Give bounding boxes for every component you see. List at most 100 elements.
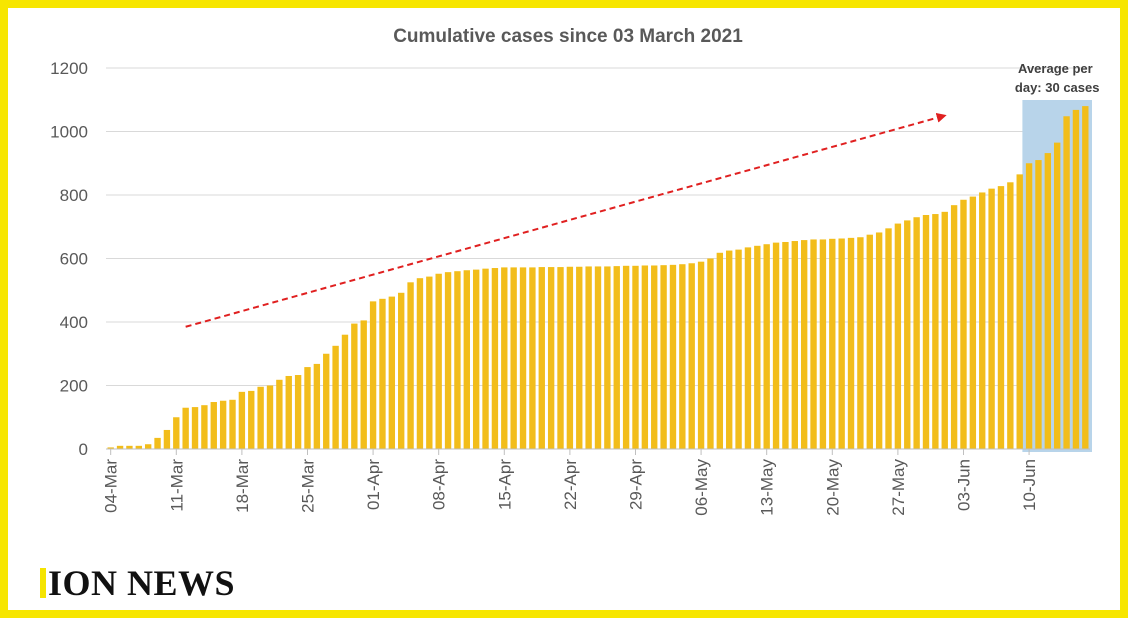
brand-name: ION NEWS — [48, 563, 236, 603]
brand-logo: ION NEWS — [40, 562, 235, 604]
bar-20-Mar — [257, 386, 264, 449]
bar-08-Mar — [144, 444, 152, 449]
bar-04-May — [679, 264, 686, 449]
bar-30-May — [922, 215, 930, 449]
x-tick-label: 20-May — [823, 459, 842, 516]
bar-09-May — [726, 250, 733, 449]
bar-16-Apr — [510, 267, 517, 449]
bar-13-Apr — [482, 268, 489, 449]
bar-18-Mar — [238, 391, 246, 449]
bar-07-Mar — [135, 445, 142, 449]
trend-arrow — [185, 112, 947, 328]
bar-12-Apr — [472, 269, 480, 449]
bar-27-Apr — [613, 266, 620, 449]
bar-20-Apr — [547, 267, 555, 449]
bar-29-May — [913, 217, 920, 449]
x-tick-label: 10-Jun — [1020, 459, 1039, 511]
bar-13-May — [763, 244, 770, 449]
x-tick-label: 25-Mar — [298, 459, 317, 513]
x-tick-label: 01-Apr — [364, 459, 383, 510]
bar-17-Apr — [519, 267, 527, 449]
bar-18-Apr — [529, 267, 536, 449]
bar-16-Mar — [219, 400, 227, 449]
bar-12-Mar — [182, 407, 189, 449]
bar-08-Jun — [1007, 182, 1014, 450]
bar-15-Jun — [1072, 109, 1080, 449]
bar-27-May — [894, 223, 902, 449]
bar-06-Mar — [126, 445, 133, 449]
bar-10-Jun — [1025, 163, 1033, 449]
bar-04-Apr — [398, 292, 405, 449]
bar-19-Apr — [538, 267, 545, 449]
bar-14-Mar — [201, 405, 208, 449]
x-tick-label: 22-Apr — [561, 459, 580, 510]
y-tick-label: 200 — [60, 377, 88, 396]
bar-28-Mar — [332, 345, 339, 449]
bar-17-Mar — [229, 399, 236, 449]
x-tick-label: 08-Apr — [430, 459, 449, 510]
bar-15-Mar — [210, 402, 217, 449]
annotation-average-per-day: Average per day: 30 cases — [1015, 61, 1100, 95]
bar-14-May — [772, 242, 780, 449]
bar-16-Jun — [1082, 106, 1089, 449]
bar-26-Apr — [604, 266, 611, 449]
bar-06-Apr — [416, 278, 424, 449]
bar-05-May — [688, 263, 695, 449]
bar-28-May — [904, 220, 911, 449]
bar-31-May — [932, 214, 939, 449]
chart-title: Cumulative cases since 03 March 2021 — [393, 26, 743, 47]
bar-08-Apr — [435, 273, 442, 449]
bar-22-Mar — [276, 379, 283, 449]
x-tick-label: 29-Apr — [626, 459, 645, 510]
y-tick-label: 1200 — [50, 59, 88, 78]
bar-14-Apr — [491, 268, 499, 449]
bar-04-Mar — [107, 447, 114, 449]
bar-05-Apr — [407, 282, 414, 449]
bar-22-Apr — [566, 266, 574, 449]
bar-13-Jun — [1054, 142, 1061, 450]
bar-01-Apr — [369, 301, 377, 449]
bar-15-May — [782, 241, 789, 449]
annotation-line-2: day: 30 cases — [1015, 80, 1100, 95]
bar-11-Mar — [173, 417, 180, 449]
bar-27-Mar — [323, 353, 330, 449]
bar-02-May — [660, 265, 667, 449]
logo-mark — [40, 568, 46, 598]
bar-18-May — [810, 239, 817, 449]
bar-14-Jun — [1063, 116, 1070, 449]
y-tick-label: 0 — [79, 440, 88, 459]
y-tick-label: 400 — [60, 313, 88, 332]
bar-08-May — [716, 252, 724, 449]
x-tick-label: 06-May — [692, 459, 711, 516]
x-tick-label: 18-Mar — [233, 459, 252, 513]
bar-09-Mar — [154, 437, 161, 449]
bar-23-May — [857, 237, 864, 449]
bar-19-Mar — [248, 390, 255, 449]
bar-31-Mar — [360, 320, 367, 449]
bar-19-May — [819, 239, 827, 449]
bar-07-Apr — [426, 276, 433, 449]
annotation-line-1: Average per — [1018, 61, 1093, 76]
bar-10-May — [735, 249, 742, 449]
bar-21-Mar — [266, 385, 274, 449]
bar-16-May — [791, 241, 798, 449]
bar-23-Mar — [285, 375, 292, 449]
bar-26-May — [885, 228, 892, 449]
bar-01-May — [651, 265, 658, 449]
bar-11-Jun — [1035, 160, 1042, 449]
bar-03-Jun — [960, 199, 967, 449]
bar-13-Mar — [191, 407, 199, 449]
bar-20-May — [829, 238, 836, 449]
bar-21-May — [838, 238, 845, 449]
bar-28-Apr — [622, 265, 630, 449]
bar-24-Mar — [294, 375, 302, 449]
x-tick-label: 27-May — [889, 459, 908, 516]
y-tick-label: 600 — [60, 250, 88, 269]
bar-12-May — [754, 245, 761, 449]
bar-04-Jun — [969, 196, 977, 449]
y-tick-label: 800 — [60, 186, 88, 205]
bar-21-Apr — [557, 267, 564, 449]
